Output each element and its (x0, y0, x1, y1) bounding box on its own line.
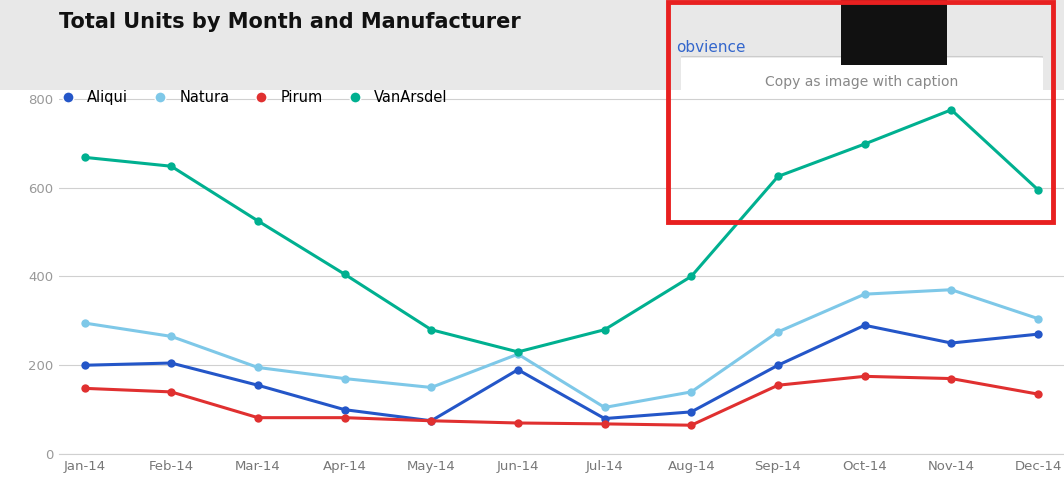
Aliqui (78, 362, 90, 368)
VanArsdel (1032, 187, 1045, 193)
Pirum (165, 389, 178, 395)
Line: Pirum: Pirum (81, 372, 1042, 429)
Aliqui (165, 360, 178, 366)
Text: •••: ••• (987, 161, 1019, 179)
VanArsdel (945, 107, 958, 113)
Pirum (512, 420, 525, 426)
Pirum (251, 415, 264, 421)
Legend: Aliqui, Natura, Pirum, VanArsdel: Aliqui, Natura, Pirum, VanArsdel (48, 85, 453, 111)
Pirum (945, 376, 958, 382)
VanArsdel (859, 141, 871, 147)
Natura (685, 389, 698, 395)
VanArsdel (771, 174, 784, 180)
Line: Natura: Natura (81, 285, 1042, 412)
Text: obvience: obvience (676, 40, 745, 55)
Natura (165, 333, 178, 339)
Pirum (685, 422, 698, 428)
Pirum (1032, 391, 1045, 397)
Text: ≡: ≡ (862, 161, 877, 179)
Pirum (598, 421, 611, 427)
Aliqui (425, 418, 437, 424)
VanArsdel (78, 154, 90, 160)
VanArsdel (251, 218, 264, 224)
Natura (78, 320, 90, 326)
Natura (598, 405, 611, 411)
Pirum (771, 382, 784, 388)
VanArsdel (685, 273, 698, 279)
Text: Total Units by Month and Manufacturer: Total Units by Month and Manufacturer (59, 12, 520, 32)
Aliqui (251, 382, 264, 388)
Line: VanArsdel: VanArsdel (81, 106, 1042, 356)
Aliqui (512, 367, 525, 373)
Natura (251, 364, 264, 370)
Natura (859, 291, 871, 297)
Aliqui (945, 340, 958, 346)
VanArsdel (425, 327, 437, 333)
Natura (945, 287, 958, 293)
Aliqui (771, 362, 784, 368)
Pirum (425, 418, 437, 424)
Aliqui (685, 409, 698, 415)
Pirum (338, 415, 351, 421)
Text: ✦: ✦ (713, 161, 728, 179)
Aliqui (1032, 331, 1045, 337)
VanArsdel (598, 327, 611, 333)
Line: Aliqui: Aliqui (81, 321, 1042, 425)
Natura (425, 384, 437, 390)
Natura (771, 329, 784, 335)
Natura (338, 376, 351, 382)
Text: ⧉: ⧉ (789, 161, 800, 179)
Natura (512, 351, 525, 357)
Pirum (859, 373, 871, 379)
Text: Copy as image with caption: Copy as image with caption (765, 75, 959, 89)
VanArsdel (165, 163, 178, 169)
Aliqui (859, 322, 871, 328)
VanArsdel (512, 349, 525, 355)
Aliqui (338, 407, 351, 413)
Text: ⊡: ⊡ (929, 161, 944, 179)
Natura (1032, 315, 1045, 321)
VanArsdel (338, 271, 351, 277)
FancyBboxPatch shape (670, 57, 1050, 114)
Aliqui (598, 416, 611, 422)
Pirum (78, 385, 90, 391)
